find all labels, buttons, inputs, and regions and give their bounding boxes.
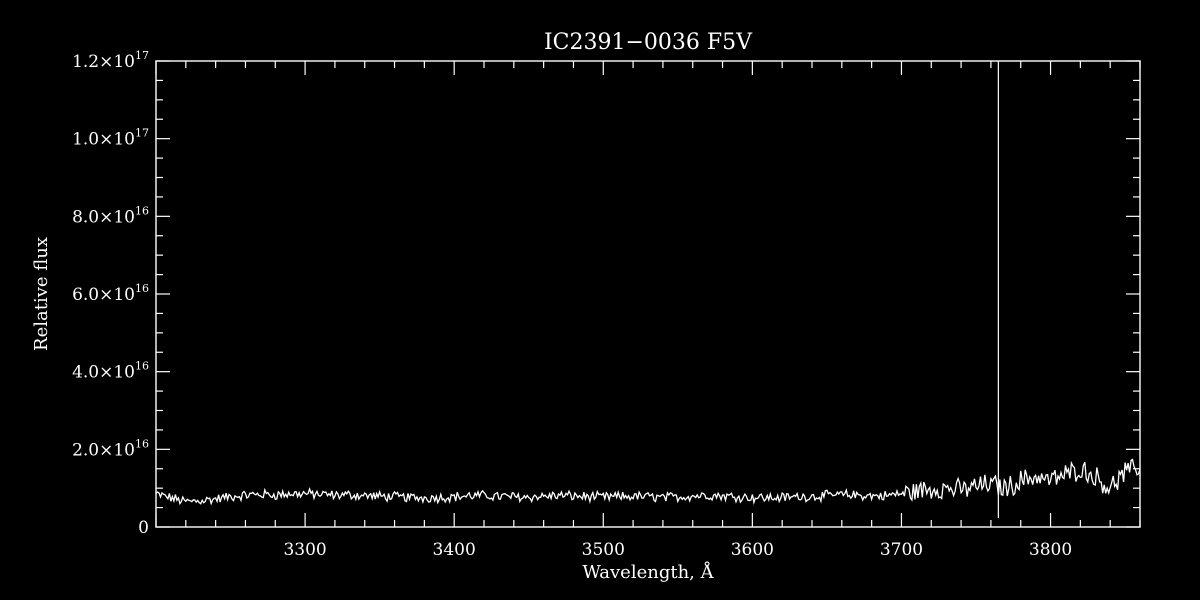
y-tick-label: 1.2×1017 xyxy=(72,49,149,72)
y-tick-label: 1.0×1017 xyxy=(72,127,149,150)
x-tick-label: 3800 xyxy=(1029,540,1072,560)
y-axis-title: Relative flux xyxy=(31,237,52,351)
axis-ticks xyxy=(155,60,1141,528)
x-tick-label: 3300 xyxy=(283,540,326,560)
y-tick-label: 6.0×1016 xyxy=(72,282,149,305)
x-tick-label: 3400 xyxy=(433,540,476,560)
y-tick-label: 4.0×1016 xyxy=(72,360,149,383)
x-axis-title: Wavelength, Å xyxy=(582,561,714,583)
chart-title: IC2391−0036 F5V xyxy=(544,30,753,55)
y-tick-label: 8.0×1016 xyxy=(72,204,149,227)
tick-labels: 3300 3400 3500 3600 3700 3800 0 2.0×1016 4.0×101… xyxy=(72,49,1072,560)
y-tick-label: 0 xyxy=(138,518,149,538)
x-tick-label: 3500 xyxy=(582,540,625,560)
y-tick-label: 2.0×1016 xyxy=(72,437,149,460)
plot-frame xyxy=(155,60,1141,528)
spectrum-series-line xyxy=(155,458,1141,506)
x-tick-label: 3600 xyxy=(731,540,774,560)
x-tick-label: 3700 xyxy=(880,540,923,560)
